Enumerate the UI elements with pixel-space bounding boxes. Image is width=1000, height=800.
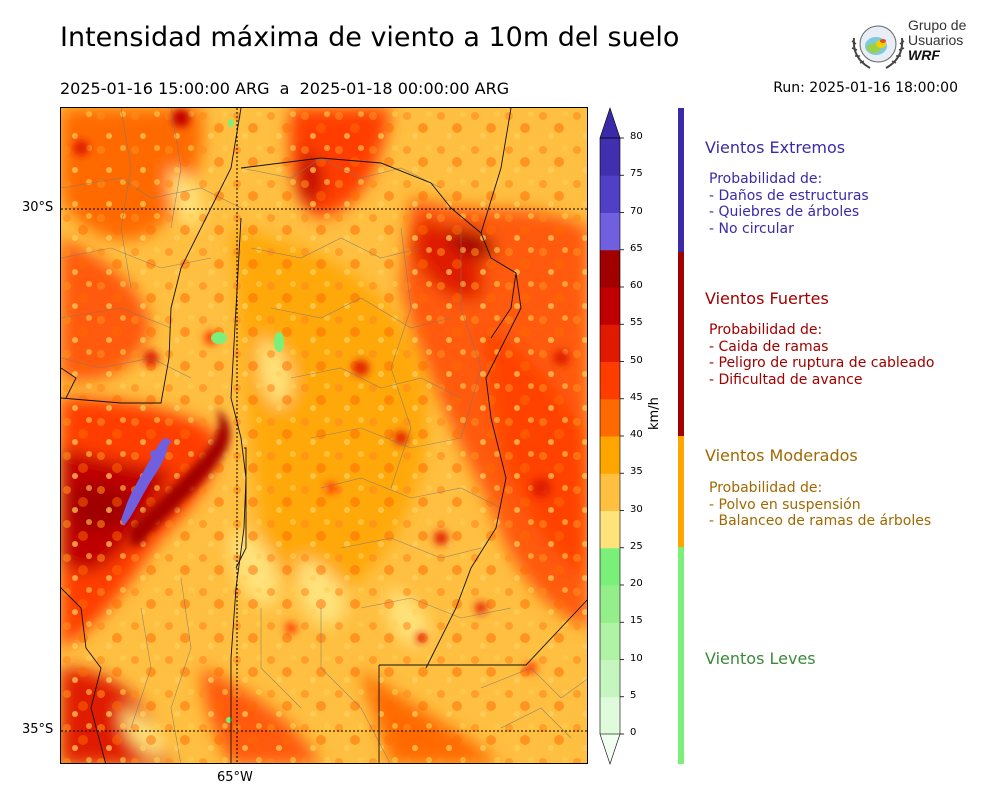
colorbar-upper-extension — [599, 107, 621, 139]
colorbar-tick-label: 70 — [630, 205, 643, 217]
colorbar-tick-label: 30 — [630, 503, 643, 515]
colorbar-tick-label: 35 — [630, 466, 643, 478]
colorbar-lower-extension — [599, 733, 621, 765]
colorbar-tick-label: 0 — [630, 727, 637, 738]
colorbar-tick-label: 80 — [630, 131, 643, 142]
category-title-strong: Vientos Fuertes — [705, 289, 829, 308]
colorbar-segment — [600, 510, 620, 549]
colorbar-segment — [600, 324, 620, 362]
category-title-extreme: Vientos Extremos — [705, 138, 846, 157]
colorbar-tick-label: 25 — [630, 540, 643, 552]
colorbar-segment — [600, 398, 620, 437]
logo-line-3: WRF — [908, 47, 940, 63]
colorbar-tick-label: 40 — [630, 429, 643, 440]
colorbar-unit: km/h — [647, 397, 662, 430]
category-desc-strong: Probabilidad de: - Caida de ramas - Peli… — [709, 322, 935, 388]
category-bar-light — [678, 547, 684, 764]
lon-label-65w: 65°W — [217, 770, 253, 785]
colorbar-segment — [600, 249, 620, 288]
colorbar-segment — [600, 436, 620, 474]
category-title-light: Vientos Leves — [705, 649, 816, 668]
logo-line-1: Grupo de — [908, 17, 967, 33]
run-time: Run: 2025-01-16 18:00:00 — [773, 80, 958, 96]
colorbar-tick-label: 5 — [630, 689, 637, 701]
category-bar-extreme — [678, 108, 684, 252]
wind-map-canvas — [61, 108, 587, 763]
colorbar-segment — [600, 175, 620, 213]
colorbar-segment — [600, 547, 620, 586]
colorbar-tick-label: 10 — [630, 652, 643, 664]
colorbar-tick-label: 20 — [630, 578, 643, 589]
category-desc-extreme: Probabilidad de: - Daños de estructuras … — [709, 171, 869, 237]
map-title: Intensidad máxima de viento a 10m del su… — [60, 22, 680, 53]
colorbar-segment — [600, 585, 620, 623]
lat-label-30s: 30°S — [22, 200, 54, 215]
colorbar-tick-label: 75 — [630, 168, 643, 180]
category-title-moderate: Vientos Moderados — [705, 446, 858, 465]
forecast-range: 2025-01-16 15:00:00 ARG a 2025-01-18 00:… — [60, 79, 510, 98]
colorbar-tick-label: 65 — [630, 242, 643, 254]
colorbar-segment — [600, 287, 620, 325]
category-bar-moderate — [678, 436, 684, 547]
colorbar-tick-label: 55 — [630, 317, 643, 329]
wind-map — [60, 107, 588, 764]
colorbar-tick-label: 45 — [630, 391, 643, 403]
colorbar-segment — [600, 138, 620, 176]
category-desc-moderate: Probabilidad de: - Polvo en suspensión -… — [709, 480, 932, 529]
colorbar-tick-label: 15 — [630, 615, 643, 627]
colorbar-segment — [600, 696, 620, 735]
colorbar-segment — [600, 361, 620, 400]
colorbar-segment — [600, 622, 620, 660]
colorbar-segment — [600, 212, 620, 251]
colorbar-segment — [600, 659, 620, 698]
wrf-logo-icon — [851, 25, 905, 69]
lat-label-35s: 35°S — [22, 722, 54, 737]
logo-line-2: Usuarios — [908, 32, 964, 48]
colorbar-tick-label: 60 — [630, 280, 643, 291]
logo-text: Grupo de Usuarios WRF — [908, 18, 966, 63]
category-bar-strong — [678, 252, 684, 436]
colorbar-segment — [600, 473, 620, 511]
colorbar — [599, 107, 624, 765]
colorbar-tick-label: 50 — [630, 354, 643, 366]
